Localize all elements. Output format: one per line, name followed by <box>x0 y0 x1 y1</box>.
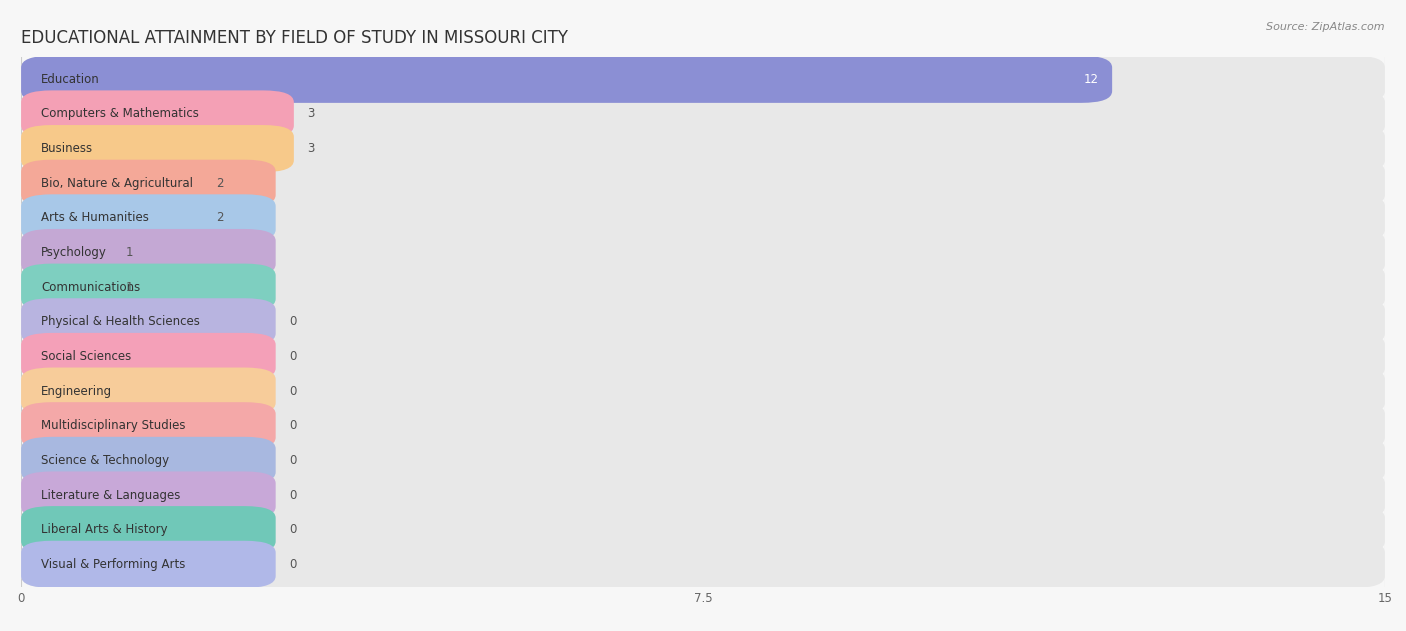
Text: 2: 2 <box>217 211 224 225</box>
FancyBboxPatch shape <box>21 264 1385 310</box>
Text: Visual & Performing Arts: Visual & Performing Arts <box>41 558 186 571</box>
Text: Multidisciplinary Studies: Multidisciplinary Studies <box>41 419 186 432</box>
Text: Business: Business <box>41 142 93 155</box>
FancyBboxPatch shape <box>21 471 276 519</box>
FancyBboxPatch shape <box>21 333 276 380</box>
Text: Arts & Humanities: Arts & Humanities <box>41 211 149 225</box>
Text: 3: 3 <box>308 142 315 155</box>
FancyBboxPatch shape <box>21 90 294 138</box>
Text: Psychology: Psychology <box>41 246 107 259</box>
FancyBboxPatch shape <box>21 402 276 449</box>
FancyBboxPatch shape <box>21 125 294 172</box>
Text: 0: 0 <box>290 316 297 328</box>
FancyBboxPatch shape <box>21 56 1385 103</box>
FancyBboxPatch shape <box>21 160 1385 207</box>
Text: 0: 0 <box>290 454 297 467</box>
Text: 0: 0 <box>290 523 297 536</box>
Text: Computers & Mathematics: Computers & Mathematics <box>41 107 200 121</box>
FancyBboxPatch shape <box>21 298 1385 345</box>
Text: Literature & Languages: Literature & Languages <box>41 488 180 502</box>
Text: 0: 0 <box>290 385 297 398</box>
FancyBboxPatch shape <box>21 56 1112 103</box>
Text: 3: 3 <box>308 107 315 121</box>
FancyBboxPatch shape <box>21 506 276 553</box>
Text: Source: ZipAtlas.com: Source: ZipAtlas.com <box>1267 22 1385 32</box>
FancyBboxPatch shape <box>21 367 276 415</box>
FancyBboxPatch shape <box>21 471 1385 519</box>
Text: Education: Education <box>41 73 100 86</box>
FancyBboxPatch shape <box>21 264 276 310</box>
Text: 2: 2 <box>217 177 224 190</box>
Text: Social Sciences: Social Sciences <box>41 350 131 363</box>
FancyBboxPatch shape <box>21 298 276 345</box>
FancyBboxPatch shape <box>21 367 1385 415</box>
Text: Bio, Nature & Agricultural: Bio, Nature & Agricultural <box>41 177 193 190</box>
Text: Communications: Communications <box>41 281 141 293</box>
FancyBboxPatch shape <box>21 333 1385 380</box>
Text: 1: 1 <box>125 246 134 259</box>
FancyBboxPatch shape <box>21 437 276 484</box>
Text: 12: 12 <box>1084 73 1098 86</box>
FancyBboxPatch shape <box>21 229 276 276</box>
FancyBboxPatch shape <box>21 125 1385 172</box>
FancyBboxPatch shape <box>21 541 276 588</box>
FancyBboxPatch shape <box>21 541 1385 588</box>
Text: 0: 0 <box>290 558 297 571</box>
Text: EDUCATIONAL ATTAINMENT BY FIELD OF STUDY IN MISSOURI CITY: EDUCATIONAL ATTAINMENT BY FIELD OF STUDY… <box>21 29 568 47</box>
Text: Physical & Health Sciences: Physical & Health Sciences <box>41 316 200 328</box>
FancyBboxPatch shape <box>21 402 1385 449</box>
Text: 0: 0 <box>290 488 297 502</box>
Text: Engineering: Engineering <box>41 385 112 398</box>
FancyBboxPatch shape <box>21 437 1385 484</box>
Text: Science & Technology: Science & Technology <box>41 454 169 467</box>
FancyBboxPatch shape <box>21 194 1385 242</box>
FancyBboxPatch shape <box>21 90 1385 138</box>
FancyBboxPatch shape <box>21 229 1385 276</box>
FancyBboxPatch shape <box>21 194 276 242</box>
FancyBboxPatch shape <box>21 506 1385 553</box>
Text: 0: 0 <box>290 350 297 363</box>
Text: 0: 0 <box>290 419 297 432</box>
FancyBboxPatch shape <box>21 160 276 207</box>
Text: Liberal Arts & History: Liberal Arts & History <box>41 523 167 536</box>
Text: 1: 1 <box>125 281 134 293</box>
